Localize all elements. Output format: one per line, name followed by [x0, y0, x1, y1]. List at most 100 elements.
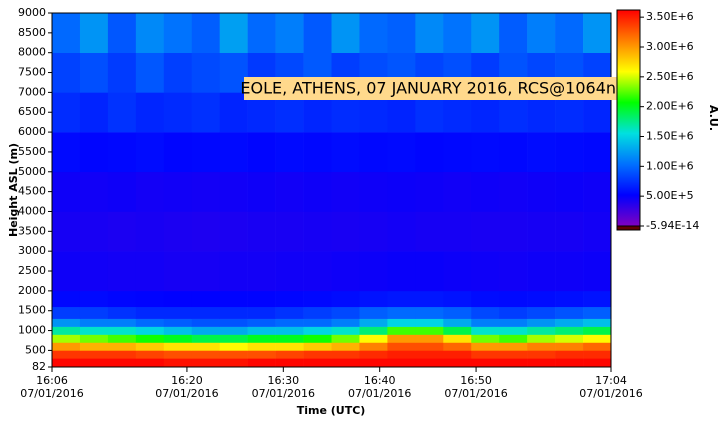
heat-cell: [387, 358, 416, 368]
heat-cell: [275, 350, 304, 359]
heat-cell: [583, 132, 612, 173]
heat-cell: [191, 358, 220, 368]
heat-cell: [79, 13, 109, 53]
heat-cell: [163, 318, 193, 327]
heat-cell: [331, 13, 360, 53]
heat-cell: [107, 92, 137, 133]
heat-cell: [52, 326, 81, 335]
heat-cell: [247, 290, 276, 308]
y-tick-label: 2500: [18, 264, 46, 277]
heat-cell: [275, 358, 304, 368]
heat-cell: [135, 251, 165, 292]
x-axis-label: Time (UTC): [297, 404, 366, 417]
heat-cell: [415, 251, 444, 292]
heat-cell: [527, 290, 556, 308]
heat-cell: [107, 13, 137, 53]
heat-cell: [135, 290, 165, 308]
heat-cell: [107, 251, 137, 292]
heat-cell: [107, 132, 137, 173]
heat-cell: [359, 350, 388, 359]
heat-cell: [555, 251, 584, 292]
heat-cell: [443, 306, 472, 319]
heat-cell: [415, 290, 444, 308]
heat-cell: [52, 132, 81, 173]
heat-cell: [191, 92, 220, 133]
heat-cell: [79, 318, 109, 327]
heat-cell: [415, 334, 444, 343]
heat-cell: [247, 306, 276, 319]
heat-cell: [79, 290, 109, 308]
heat-cell: [163, 251, 193, 292]
x-tick-label: 16:40: [364, 374, 396, 387]
heat-cell: [191, 290, 220, 308]
heat-cell: [499, 306, 528, 319]
heat-cell: [527, 132, 556, 173]
heat-cell: [415, 306, 444, 319]
heat-cell: [219, 211, 248, 252]
heat-cell: [135, 211, 165, 252]
heat-cell: [387, 334, 416, 343]
heat-cell: [583, 290, 612, 308]
heat-cell: [163, 358, 193, 368]
heat-cell: [527, 326, 556, 335]
heat-cell: [163, 334, 193, 343]
heat-cell: [443, 350, 472, 359]
heat-cell: [303, 13, 332, 53]
colorbar-tick-label: 2.00E+6: [646, 100, 694, 113]
heat-cell: [387, 350, 416, 359]
heat-cell: [107, 334, 137, 343]
heat-cell: [107, 52, 137, 93]
heat-cell: [191, 334, 220, 343]
heat-cell: [443, 211, 472, 252]
heat-cell: [191, 171, 220, 212]
heat-cell: [499, 171, 528, 212]
heat-cell: [163, 13, 193, 53]
colorbar-tick-label: 3.00E+6: [646, 40, 694, 53]
heat-cell: [135, 358, 165, 368]
y-tick-label: 82: [32, 360, 46, 373]
heat-cell: [387, 326, 416, 335]
heat-cell: [303, 306, 332, 319]
heat-cell: [191, 350, 220, 359]
heat-cell: [219, 326, 248, 335]
heat-cell: [471, 251, 500, 292]
heat-cell: [219, 52, 248, 93]
heat-cell: [331, 358, 360, 368]
heat-cell: [79, 342, 109, 351]
heat-cell: [79, 251, 109, 292]
x-tick-label: 07/01/2016: [579, 387, 642, 400]
heat-cell: [471, 306, 500, 319]
y-tick-label: 8000: [18, 46, 46, 59]
heat-cell: [52, 306, 81, 319]
heat-cell: [79, 211, 109, 252]
heat-cell: [135, 306, 165, 319]
heat-cell: [555, 318, 584, 327]
heat-cell: [52, 92, 81, 133]
heat-cell: [247, 326, 276, 335]
heat-cell: [275, 326, 304, 335]
y-tick-label: 3500: [18, 224, 46, 237]
y-tick-label: 500: [25, 343, 46, 356]
heat-cell: [555, 326, 584, 335]
heat-cell: [443, 318, 472, 327]
heat-cell: [443, 132, 472, 173]
y-tick-label: 6000: [18, 125, 46, 138]
annotation: EOLE, ATHENS, 07 JANUARY 2016, RCS@1064n…: [240, 79, 631, 98]
colorbar-tick-label: 1.00E+6: [646, 159, 694, 172]
heat-cell: [471, 211, 500, 252]
heat-cell: [583, 318, 612, 327]
heat-cell: [443, 251, 472, 292]
heat-cell: [555, 334, 584, 343]
heat-cell: [275, 171, 304, 212]
heat-cell: [191, 326, 220, 335]
colorbar-tick-label: -5.94E-14: [646, 219, 699, 232]
heat-cell: [359, 211, 388, 252]
heat-cell: [387, 13, 416, 53]
heat-cell: [191, 132, 220, 173]
colorbar-tick-label: 3.50E+6: [646, 10, 694, 23]
heat-cell: [191, 13, 220, 53]
heat-cell: [443, 358, 472, 368]
heat-cell: [163, 326, 193, 335]
x-tick-label: 16:50: [460, 374, 492, 387]
